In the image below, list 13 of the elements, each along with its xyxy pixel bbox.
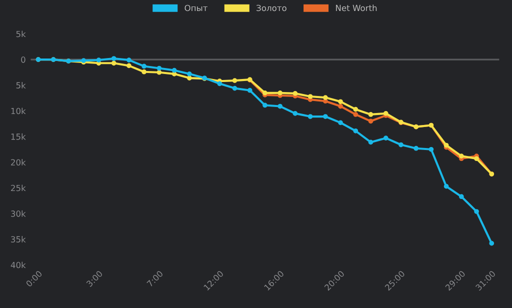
y-tick-label: 30k (11, 210, 26, 217)
legend-label: Опыт (184, 4, 208, 12)
y-tick-label: 35k (11, 236, 26, 242)
y-tick-label: 15k (11, 133, 26, 140)
y-tick-label: 0 (21, 56, 26, 63)
y-tick-label: 5k (16, 82, 26, 88)
y-tick-label: 5k (16, 30, 26, 38)
legend-label: Золото (256, 4, 286, 12)
y-tick-label: 25k (11, 184, 26, 192)
y-tick-label: 40k (10, 262, 26, 268)
legend-label: Net Worth (336, 4, 377, 12)
y-tick-label: 10k (11, 108, 26, 114)
y-tick-label: 20k (11, 159, 26, 166)
